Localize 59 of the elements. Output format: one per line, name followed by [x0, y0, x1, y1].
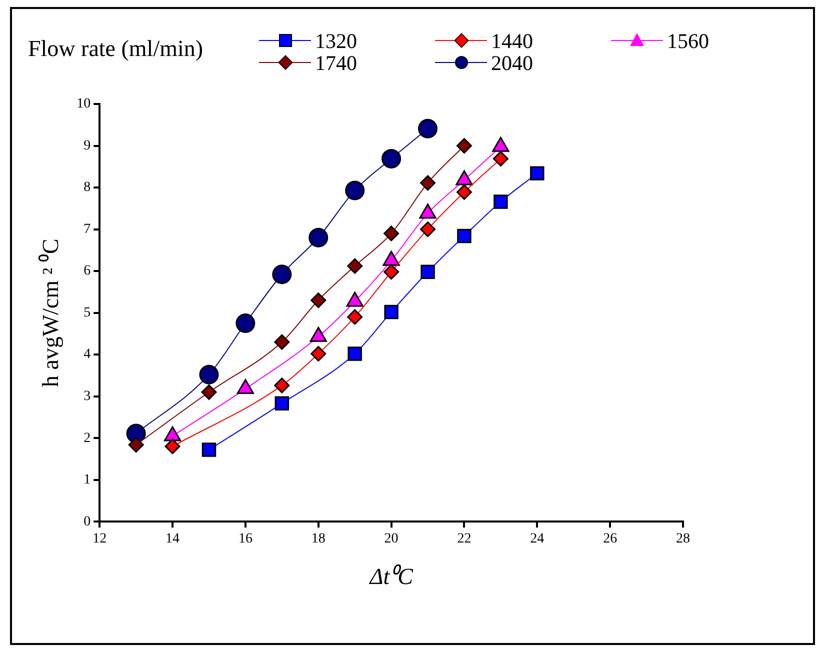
- y-axis-title: h avgW/cm ² ⁰C: [38, 238, 63, 388]
- point: [236, 313, 256, 333]
- legend-label: 2040: [491, 51, 534, 75]
- point: [347, 258, 363, 274]
- point: [274, 378, 290, 394]
- y-tick-label: 1: [84, 472, 91, 488]
- x-tick-label: 18: [311, 532, 326, 547]
- y-tick-label: 4: [84, 347, 91, 362]
- legend-label: 1560: [667, 29, 710, 53]
- point: [310, 346, 326, 362]
- y-tick-label: 8: [84, 180, 91, 196]
- point: [348, 346, 362, 361]
- y-tick-label: 0: [84, 514, 91, 530]
- y-tick-label: 6: [84, 264, 91, 279]
- point: [456, 184, 472, 200]
- x-tick-label: 24: [530, 532, 544, 547]
- legend-label: 1320: [315, 29, 358, 53]
- point: [274, 396, 290, 411]
- point: [347, 309, 363, 325]
- x-tick-label: 26: [603, 532, 618, 547]
- y-tick-label: 7: [84, 222, 91, 237]
- point: [384, 226, 400, 242]
- x-tick-label: 14: [166, 532, 180, 547]
- point: [308, 228, 328, 248]
- legend-label: 1740: [315, 51, 358, 75]
- point: [382, 148, 402, 168]
- x-tick-label: 16: [238, 532, 252, 547]
- x-tick-label: 12: [92, 532, 107, 547]
- y-tick-label: 2: [84, 430, 91, 446]
- point: [494, 194, 508, 209]
- point: [272, 264, 292, 284]
- point: [384, 264, 400, 280]
- y-tick-label: 10: [76, 96, 91, 112]
- point: [345, 180, 365, 200]
- point: [456, 138, 472, 154]
- point: [530, 166, 544, 180]
- legend-title: Flow rate (ml/min): [28, 36, 204, 62]
- point: [457, 228, 472, 244]
- point: [164, 438, 180, 454]
- point: [310, 292, 326, 308]
- point: [202, 442, 216, 457]
- point: [420, 175, 436, 191]
- x-axis-title: Δt⁰C: [368, 564, 414, 590]
- point: [492, 150, 508, 166]
- y-tick-label: 5: [84, 305, 91, 320]
- point: [418, 118, 438, 138]
- x-tick-label: 28: [676, 532, 690, 547]
- point: [384, 304, 398, 320]
- point: [199, 364, 219, 384]
- point: [201, 384, 217, 400]
- x-tick-label: 20: [384, 532, 398, 547]
- legend-label: 1440: [491, 29, 534, 53]
- y-tick-label: 3: [84, 388, 91, 404]
- point: [274, 334, 290, 350]
- point: [128, 437, 144, 453]
- x-tick-label: 22: [457, 532, 472, 547]
- y-tick-label: 9: [84, 138, 91, 154]
- point: [420, 222, 436, 238]
- point: [420, 264, 435, 279]
